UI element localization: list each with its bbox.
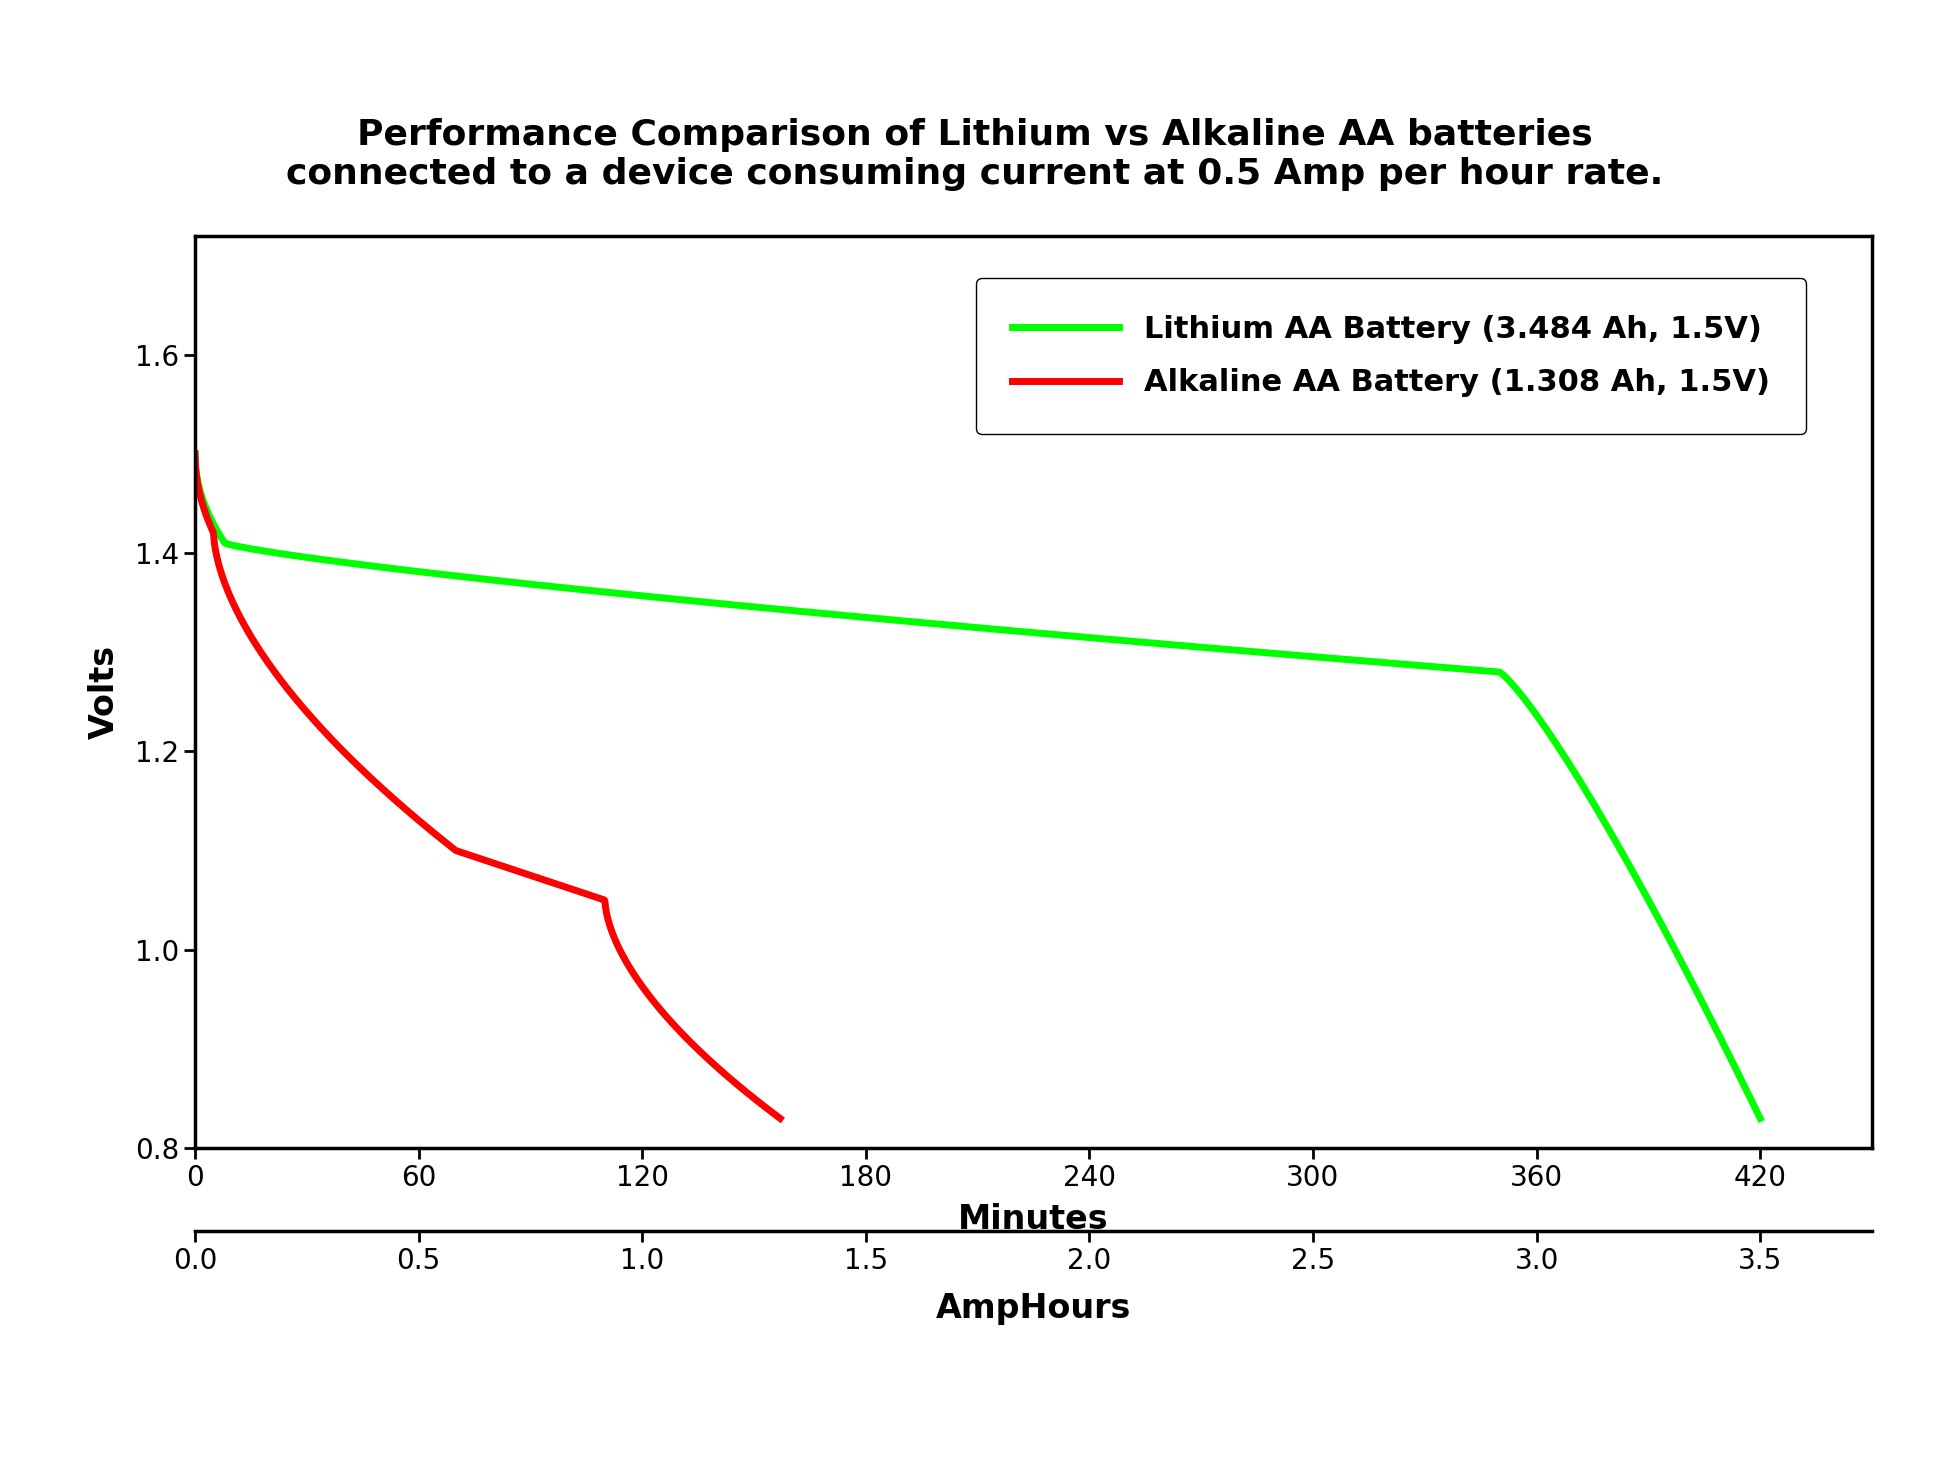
Lithium AA Battery (3.484 Ah, 1.5V) <box>454 568 478 586</box>
Lithium AA Battery (3.484 Ah, 1.5V) <box>784 602 807 620</box>
Alkaline AA Battery (1.308 Ah, 1.5V) <box>244 634 267 652</box>
Lithium AA Battery (3.484 Ah, 1.5V) <box>363 558 386 576</box>
X-axis label: Minutes: Minutes <box>957 1203 1110 1236</box>
Lithium AA Battery (3.484 Ah, 1.5V) <box>1718 1047 1741 1064</box>
Alkaline AA Battery (1.308 Ah, 1.5V) <box>640 989 663 1007</box>
Alkaline AA Battery (1.308 Ah, 1.5V) <box>441 839 464 857</box>
Legend: Lithium AA Battery (3.484 Ah, 1.5V), Alkaline AA Battery (1.308 Ah, 1.5V): Lithium AA Battery (3.484 Ah, 1.5V), Alk… <box>975 278 1806 434</box>
X-axis label: AmpHours: AmpHours <box>936 1292 1131 1325</box>
Line: Alkaline AA Battery (1.308 Ah, 1.5V): Alkaline AA Battery (1.308 Ah, 1.5V) <box>195 453 780 1119</box>
Line: Lithium AA Battery (3.484 Ah, 1.5V): Lithium AA Battery (3.484 Ah, 1.5V) <box>195 453 1761 1119</box>
Lithium AA Battery (3.484 Ah, 1.5V) <box>1749 1110 1773 1128</box>
Alkaline AA Battery (1.308 Ah, 1.5V) <box>183 445 207 462</box>
Lithium AA Battery (3.484 Ah, 1.5V) <box>183 445 207 462</box>
Lithium AA Battery (3.484 Ah, 1.5V) <box>852 608 876 626</box>
Alkaline AA Battery (1.308 Ah, 1.5V) <box>649 1002 673 1020</box>
Text: Performance Comparison of Lithium vs Alkaline AA batteries
connected to a device: Performance Comparison of Lithium vs Alk… <box>287 118 1663 191</box>
Alkaline AA Battery (1.308 Ah, 1.5V) <box>419 823 443 841</box>
Y-axis label: Volts: Volts <box>88 645 121 739</box>
Alkaline AA Battery (1.308 Ah, 1.5V) <box>768 1110 792 1128</box>
Alkaline AA Battery (1.308 Ah, 1.5V) <box>585 889 608 907</box>
Lithium AA Battery (3.484 Ah, 1.5V) <box>1548 742 1572 760</box>
